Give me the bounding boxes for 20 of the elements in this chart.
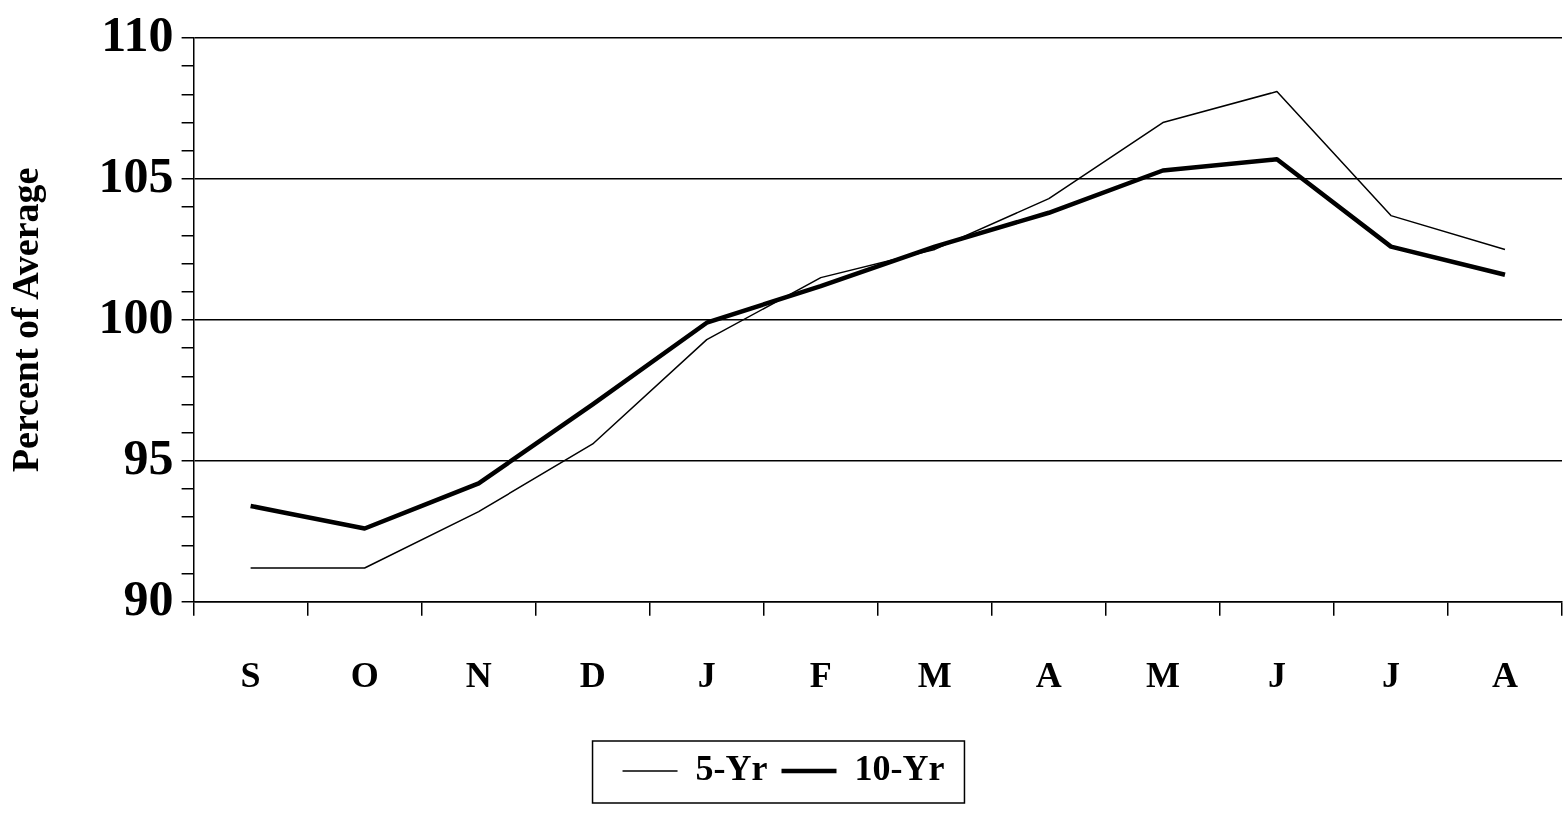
y-tick-label: 110 bbox=[101, 5, 174, 62]
x-tick-label: J bbox=[1267, 654, 1286, 695]
x-tick-label: N bbox=[465, 654, 492, 695]
y-tick-label: 105 bbox=[98, 146, 174, 203]
legend-label: 10-Yr bbox=[854, 748, 945, 789]
x-tick-label: M bbox=[917, 654, 952, 695]
y-tick-label: 95 bbox=[123, 428, 174, 485]
x-tick-label: J bbox=[697, 654, 716, 695]
x-tick-label: A bbox=[1035, 654, 1062, 695]
x-tick-label: D bbox=[579, 654, 606, 695]
legend-label: 5-Yr bbox=[695, 748, 768, 789]
x-tick-label: A bbox=[1491, 654, 1518, 695]
y-tick-label: 100 bbox=[98, 287, 174, 344]
x-tick-label: F bbox=[809, 654, 832, 695]
x-tick-label: O bbox=[350, 654, 379, 695]
y-tick-label: 90 bbox=[123, 569, 174, 626]
x-tick-label: S bbox=[240, 654, 261, 695]
y-axis-title: Percent of Average bbox=[3, 167, 46, 473]
x-tick-label: J bbox=[1381, 654, 1400, 695]
x-tick-label: M bbox=[1145, 654, 1180, 695]
